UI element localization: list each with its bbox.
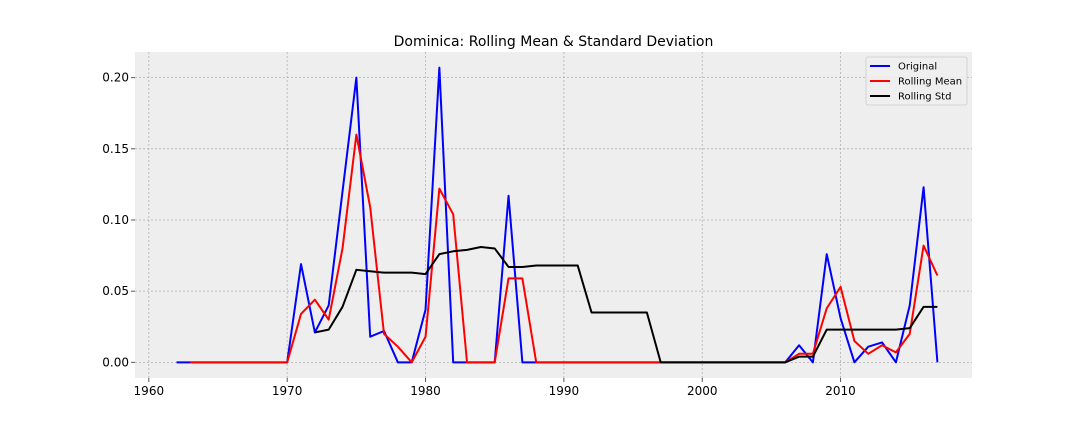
series-line-rolling-std xyxy=(314,246,938,364)
y-tick-label: 0.20 xyxy=(102,71,129,85)
grid xyxy=(135,52,972,378)
x-tick-label: 1980 xyxy=(410,384,441,398)
ticks: 1960 1970 1980 1990 2000 2010 0.00 0.05 0.10 0.15… xyxy=(102,71,856,398)
series-layer xyxy=(176,66,939,364)
legend-box xyxy=(865,56,968,106)
legend-label-original: Original xyxy=(898,62,937,73)
x-tick-label: 2010 xyxy=(825,384,856,398)
y-tick-label: 0.05 xyxy=(102,284,129,298)
legend-label-rolling-std: Rolling Std xyxy=(898,92,951,103)
plot-area xyxy=(135,52,972,378)
x-tick-label: 1970 xyxy=(272,384,303,398)
series-line-rolling-mean xyxy=(190,133,939,364)
chart-title: Dominica: Rolling Mean & Standard Deviat… xyxy=(394,34,714,50)
legend-label-rolling-mean: Rolling Mean xyxy=(898,77,962,88)
x-tick-label: 1990 xyxy=(549,384,580,398)
legend: Original Rolling Mean Rolling Std xyxy=(865,56,968,106)
y-tick-label: 0.00 xyxy=(102,355,129,369)
x-tick-label: 1960 xyxy=(134,384,165,398)
y-tick-label: 0.10 xyxy=(102,213,129,227)
x-tick-label: 2000 xyxy=(687,384,718,398)
y-tick-label: 0.15 xyxy=(102,142,129,156)
